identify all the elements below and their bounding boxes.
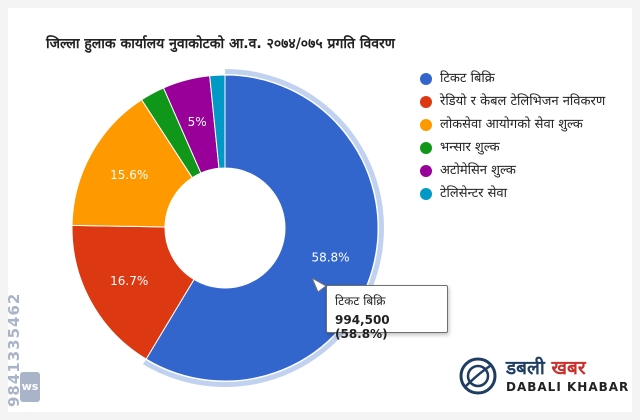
legend-marker-icon xyxy=(420,188,432,200)
slice-1[interactable] xyxy=(71,224,195,360)
slice-2-label: 15.6% xyxy=(110,168,148,182)
legend-marker-icon xyxy=(420,119,432,131)
slice-5[interactable] xyxy=(209,74,226,169)
brand-name-dark: डबली xyxy=(506,357,545,379)
slice-1-label: 16.7% xyxy=(110,274,148,288)
legend-item[interactable]: लोकसेवा आयोगको सेवा शुल्क xyxy=(420,116,620,133)
legend-item[interactable]: टेलिसेन्टर सेवा xyxy=(420,185,620,202)
legend-label: अटोमेसिन शुल्क xyxy=(440,163,516,178)
legend-label: रेडियो र केबल टेलिभिजन नविकरण xyxy=(440,94,606,109)
slice-0[interactable] xyxy=(145,74,379,382)
slice-0-label: 58.8% xyxy=(311,250,349,264)
chart-legend: टिकट बिक्रि रेडियो र केबल टेलिभिजन नविकरण… xyxy=(420,70,620,208)
legend-label: भन्सार शुल्क xyxy=(440,140,500,155)
tooltip: टिकट बिक्रि 994,500 (58.8%) xyxy=(326,285,448,341)
legend-item[interactable]: अटोमेसिन शुल्क xyxy=(420,162,620,179)
tooltip-name: टिकट बिक्रि xyxy=(335,294,386,308)
tooltip-pointer xyxy=(312,278,326,292)
legend-item[interactable]: टिकट बिक्रि xyxy=(420,70,620,87)
chart-title: जिल्ला हुलाक कार्यालय नुवाकोटको आ.व. २०७… xyxy=(46,36,395,52)
slice-4-label: 5% xyxy=(188,115,207,129)
legend-marker-icon xyxy=(420,142,432,154)
watermark-logo: ws xyxy=(20,372,40,402)
tooltip-value: 994,500 (58.8%) xyxy=(335,313,390,341)
brand-name-devanagari: डबली खबर xyxy=(506,354,586,380)
brand-name-english: DABALI KHABAR xyxy=(506,380,630,394)
legend-label: लोकसेवा आयोगको सेवा शुल्क xyxy=(440,117,583,132)
legend-marker-icon xyxy=(420,165,432,177)
legend-item[interactable]: भन्सार शुल्क xyxy=(420,139,620,156)
legend-label: टेलिसेन्टर सेवा xyxy=(440,186,507,201)
legend-marker-icon xyxy=(420,96,432,108)
legend-marker-icon xyxy=(420,73,432,85)
brand-name-accent: खबर xyxy=(551,357,586,379)
brand-logo: डबली खबर DABALI KHABAR xyxy=(458,352,628,402)
brand-mark-icon xyxy=(459,357,497,395)
legend-item[interactable]: रेडियो र केबल टेलिभिजन नविकरण xyxy=(420,93,620,110)
legend-label: टिकट बिक्रि xyxy=(440,71,495,86)
